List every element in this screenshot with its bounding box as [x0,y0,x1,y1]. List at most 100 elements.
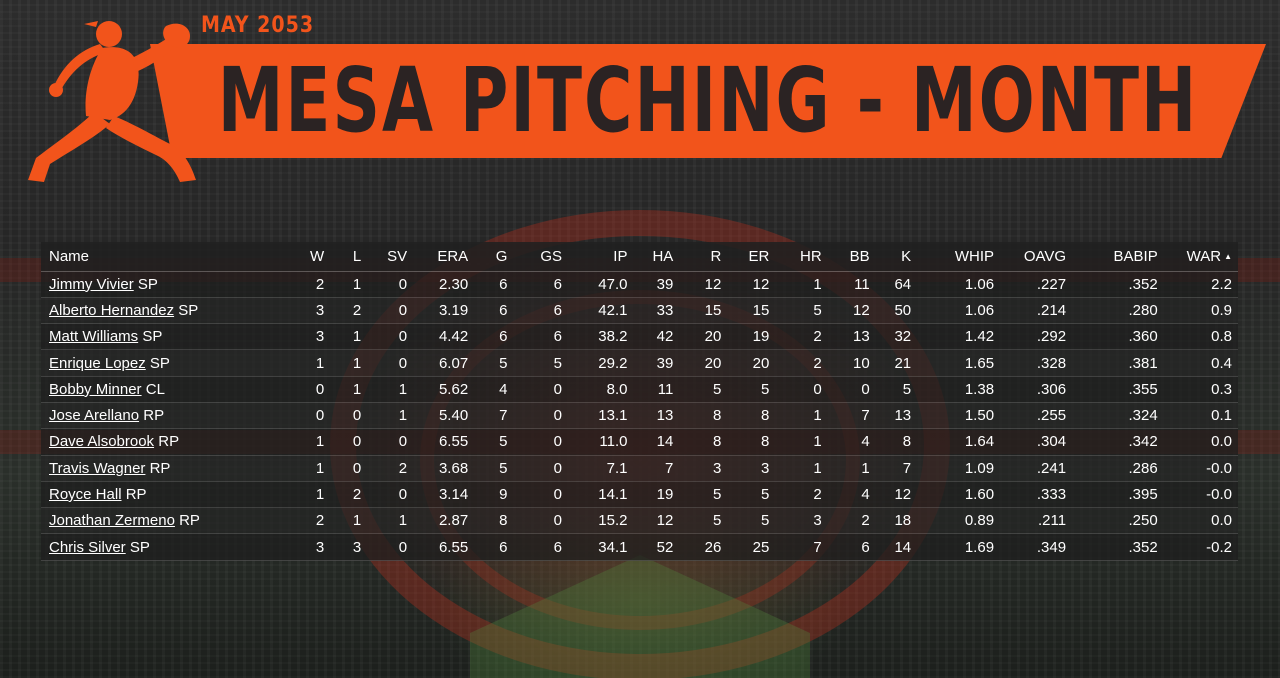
stat-cell-l: 1 [330,376,368,403]
stat-cell-bb: 1 [827,455,876,482]
stat-cell-er: 5 [727,481,776,509]
column-header-label: L [352,247,362,265]
player-name-link[interactable]: Jimmy Vivier [49,275,134,293]
player-name-link[interactable]: Jose Arellano [49,407,140,425]
stat-cell-whip: 1.60 [917,481,1001,509]
column-header-babip[interactable]: BABIP [1072,242,1164,272]
stat-cell-ip: 42.1 [568,297,634,325]
player-name-link[interactable]: Dave Alsobrook [49,433,155,451]
column-header-er[interactable]: ER [727,242,776,272]
stat-cell-w: 3 [297,297,331,325]
stat-cell-ip: 29.2 [568,349,634,377]
column-header-label: K [901,247,912,265]
column-header-r[interactable]: R [679,242,728,272]
player-position: SP [149,354,170,372]
player-position: RP [149,459,171,477]
stat-cell-gs: 0 [513,507,568,535]
column-header-label: WAR [1186,247,1222,265]
stat-cell-bb: 12 [827,297,876,325]
column-header-era[interactable]: ERA [413,242,475,272]
stat-cell-g: 6 [474,297,514,325]
column-header-k[interactable]: K [875,242,918,272]
stat-cell-babip: .352 [1072,533,1164,561]
stat-cell-sv: 1 [367,507,414,535]
stat-cell-l: 1 [330,271,368,298]
player-name-cell: Jonathan Zermeno RP [41,507,298,535]
stat-cell-gs: 5 [513,349,568,377]
column-header-label: HR [800,247,822,265]
player-name-link[interactable]: Travis Wagner [49,459,146,477]
stat-cell-er: 15 [727,297,776,325]
column-header-label: WHIP [954,247,995,265]
column-header-war[interactable]: WAR ▲ [1163,242,1238,272]
stat-cell-bb: 4 [827,481,876,509]
stat-cell-oavg: .304 [1000,428,1073,456]
stat-cell-ip: 13.1 [568,402,634,430]
stat-cell-babip: .324 [1072,402,1164,430]
stat-cell-gs: 6 [513,323,568,351]
stat-cell-sv: 2 [367,455,414,482]
column-header-gs[interactable]: GS [513,242,568,272]
player-name-link[interactable]: Bobby Minner [49,380,142,398]
stat-cell-era: 6.55 [413,533,475,561]
stat-cell-war: 0.0 [1163,507,1238,535]
player-name-link[interactable]: Matt Williams [49,328,139,346]
stat-cell-w: 2 [297,271,331,298]
player-position: RP [158,433,180,451]
stat-cell-bb: 10 [827,349,876,377]
stat-cell-g: 6 [474,323,514,351]
player-position: SP [129,538,150,556]
player-name-link[interactable]: Jonathan Zermeno [49,512,175,530]
player-name-link[interactable]: Chris Silver [49,538,126,556]
player-name-cell: Chris Silver SP [41,533,298,561]
stat-cell-ip: 47.0 [568,271,634,298]
stat-cell-bb: 6 [827,533,876,561]
table-row: Jonathan Zermeno RP 2 1 1 2.87 8 0 15.2 12 5 5 3 2 18… [41,507,1238,535]
stat-cell-sv: 0 [367,428,414,456]
stat-cell-era: 4.42 [413,323,475,351]
column-header-hr[interactable]: HR [775,242,828,272]
stat-cell-g: 5 [474,455,514,482]
stat-cell-war: 0.3 [1163,376,1238,403]
stat-cell-gs: 0 [513,481,568,509]
stat-cell-w: 2 [297,507,331,535]
stat-cell-ha: 39 [633,271,680,298]
stat-cell-hr: 1 [775,428,828,456]
stat-cell-ip: 34.1 [568,533,634,561]
stat-cell-l: 0 [330,455,368,482]
column-header-w[interactable]: W [297,242,331,272]
stat-cell-ha: 14 [633,428,680,456]
column-header-sv[interactable]: SV [367,242,414,272]
stat-cell-r: 20 [679,323,728,351]
stat-cell-whip: 1.65 [917,349,1001,377]
stat-cell-l: 0 [330,402,368,430]
player-position: RP [143,407,165,425]
stat-cell-r: 20 [679,349,728,377]
column-header-label: GS [540,247,562,265]
column-header-label: R [710,247,722,265]
stat-cell-bb: 4 [827,428,876,456]
column-header-bb[interactable]: BB [827,242,876,272]
column-header-g[interactable]: G [474,242,514,272]
player-name-link[interactable]: Royce Hall [49,486,122,504]
column-header-label: BABIP [1113,247,1158,265]
stat-cell-oavg: .333 [1000,481,1073,509]
stat-cell-r: 5 [679,481,728,509]
pitcher-silhouette-icon [28,21,196,182]
stat-cell-ip: 14.1 [568,481,634,509]
stat-cell-g: 8 [474,507,514,535]
column-header-ha[interactable]: HA [633,242,680,272]
stat-cell-bb: 0 [827,376,876,403]
player-name-link[interactable]: Enrique Lopez [49,354,146,372]
column-header-oavg[interactable]: OAVG [1000,242,1073,272]
player-name-link[interactable]: Alberto Hernandez [49,301,175,319]
stat-cell-war: 0.1 [1163,402,1238,430]
column-header-label: ER [748,247,770,265]
column-header-ip[interactable]: IP [568,242,634,272]
table-row: Royce Hall RP 1 2 0 3.14 9 0 14.1 19 5 5 2 4 12 1.60.3… [41,481,1238,509]
stat-cell-war: -0.0 [1163,455,1238,482]
column-header-whip[interactable]: WHIP [917,242,1001,272]
stat-cell-hr: 0 [775,376,828,403]
column-header-l[interactable]: L [330,242,368,272]
column-header-name[interactable]: Name [41,242,298,272]
